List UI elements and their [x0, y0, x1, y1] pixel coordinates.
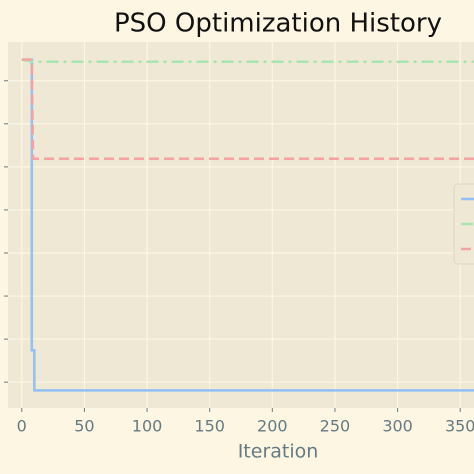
x-tick-label: 50 — [74, 417, 94, 436]
plot-area — [8, 42, 474, 408]
series-line — [21, 58, 474, 160]
chart-title: PSO Optimization History — [114, 9, 442, 39]
x-tick-label: 250 — [320, 417, 351, 436]
grid: 0 50 100 150 200 250 300 350 — [4, 42, 474, 436]
x-tick-label: 300 — [382, 417, 413, 436]
x-tick-label: 0 — [17, 417, 27, 436]
x-tick-label: 200 — [257, 417, 288, 436]
x-axis-label: Iteration — [238, 441, 319, 463]
x-tick-label: 150 — [194, 417, 225, 436]
legend — [453, 183, 474, 265]
x-tick-label: 100 — [132, 417, 163, 436]
lines — [21, 58, 474, 392]
x-tick-label: 350 — [445, 417, 474, 436]
